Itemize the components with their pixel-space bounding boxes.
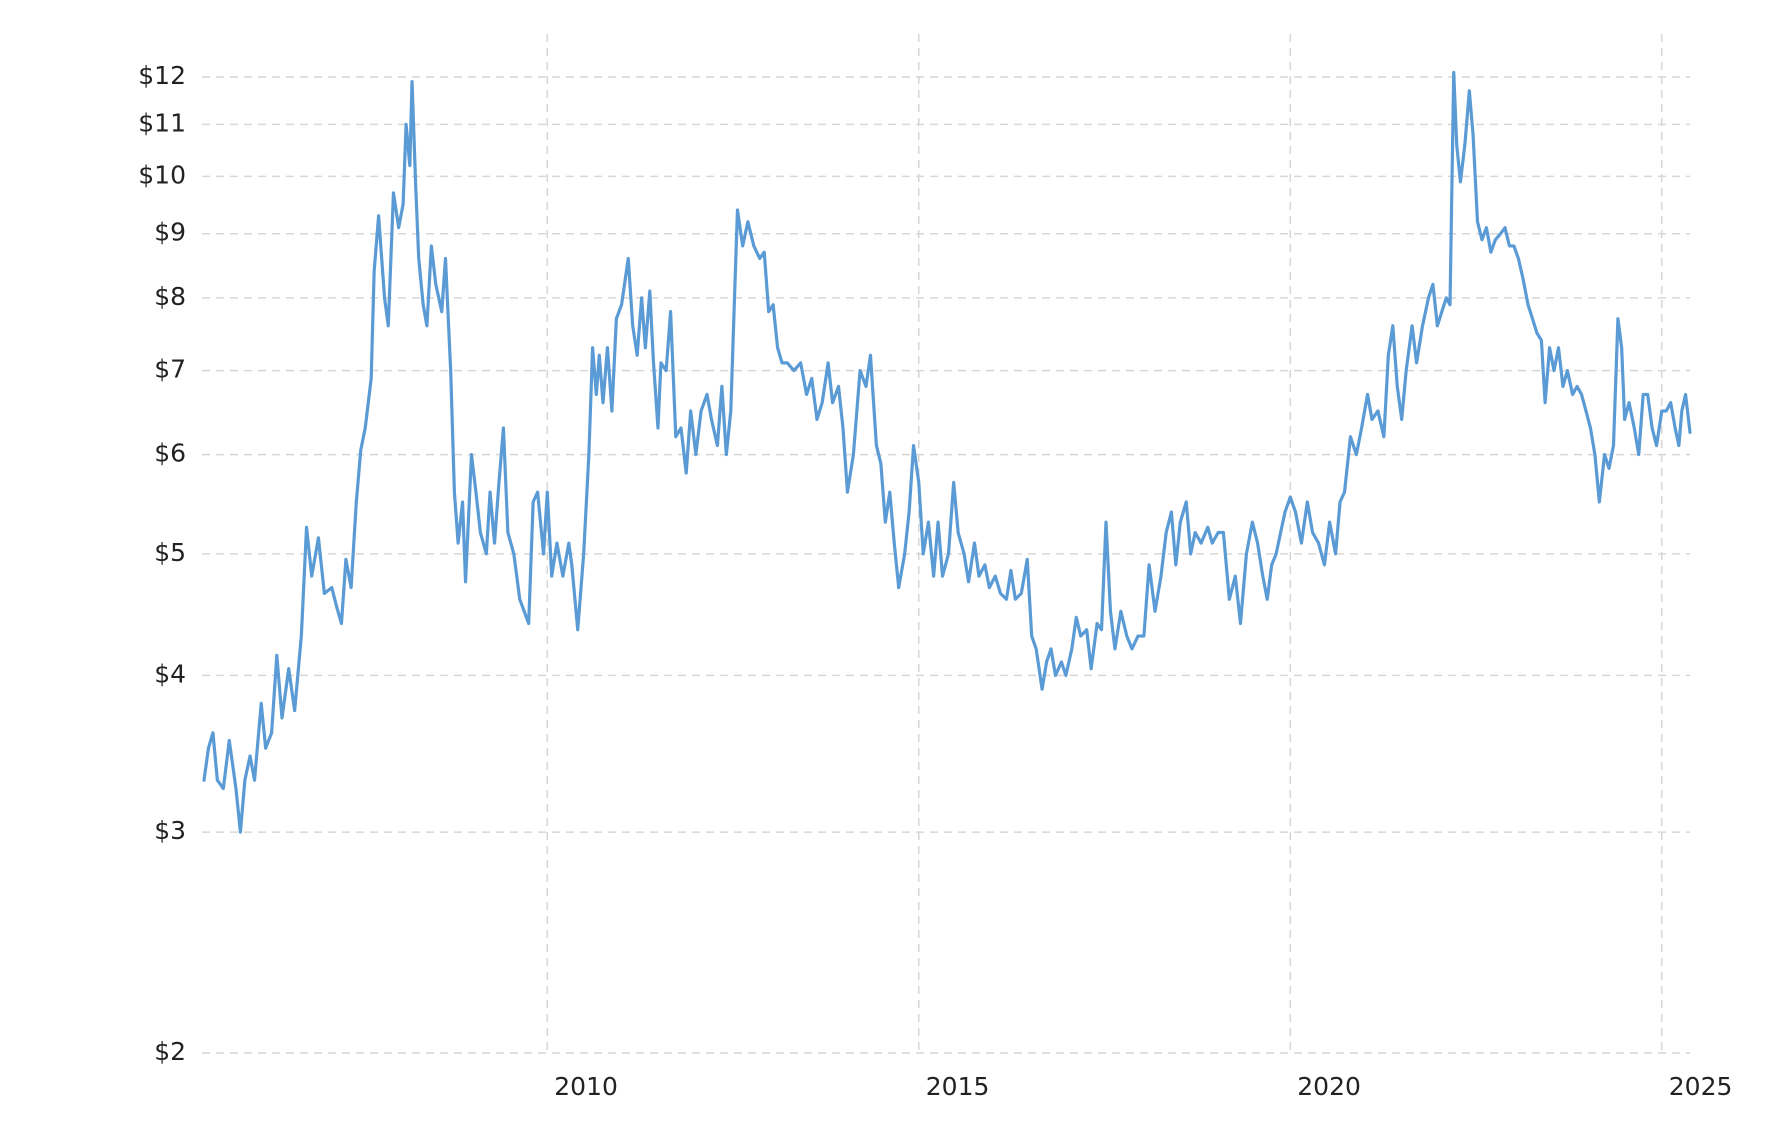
y-tick-label: $4 xyxy=(154,659,186,688)
x-tick-label: 2010 xyxy=(554,1072,618,1101)
y-tick-label: $2 xyxy=(154,1037,186,1066)
y-tick-label: $5 xyxy=(154,538,186,567)
x-tick-label: 2025 xyxy=(1669,1072,1733,1101)
y-tick-label: $11 xyxy=(138,108,186,137)
y-tick-label: $3 xyxy=(154,816,186,845)
y-tick-label: $7 xyxy=(154,355,186,384)
y-tick-label: $9 xyxy=(154,218,186,247)
y-tick-label: $6 xyxy=(154,439,186,468)
x-tick-label: 2020 xyxy=(1297,1072,1361,1101)
price-line xyxy=(202,70,1692,834)
y-tick-label: $12 xyxy=(138,61,186,90)
x-tick-label: 2015 xyxy=(926,1072,990,1101)
y-tick-label: $8 xyxy=(154,282,186,311)
y-tick-label: $10 xyxy=(138,160,186,189)
